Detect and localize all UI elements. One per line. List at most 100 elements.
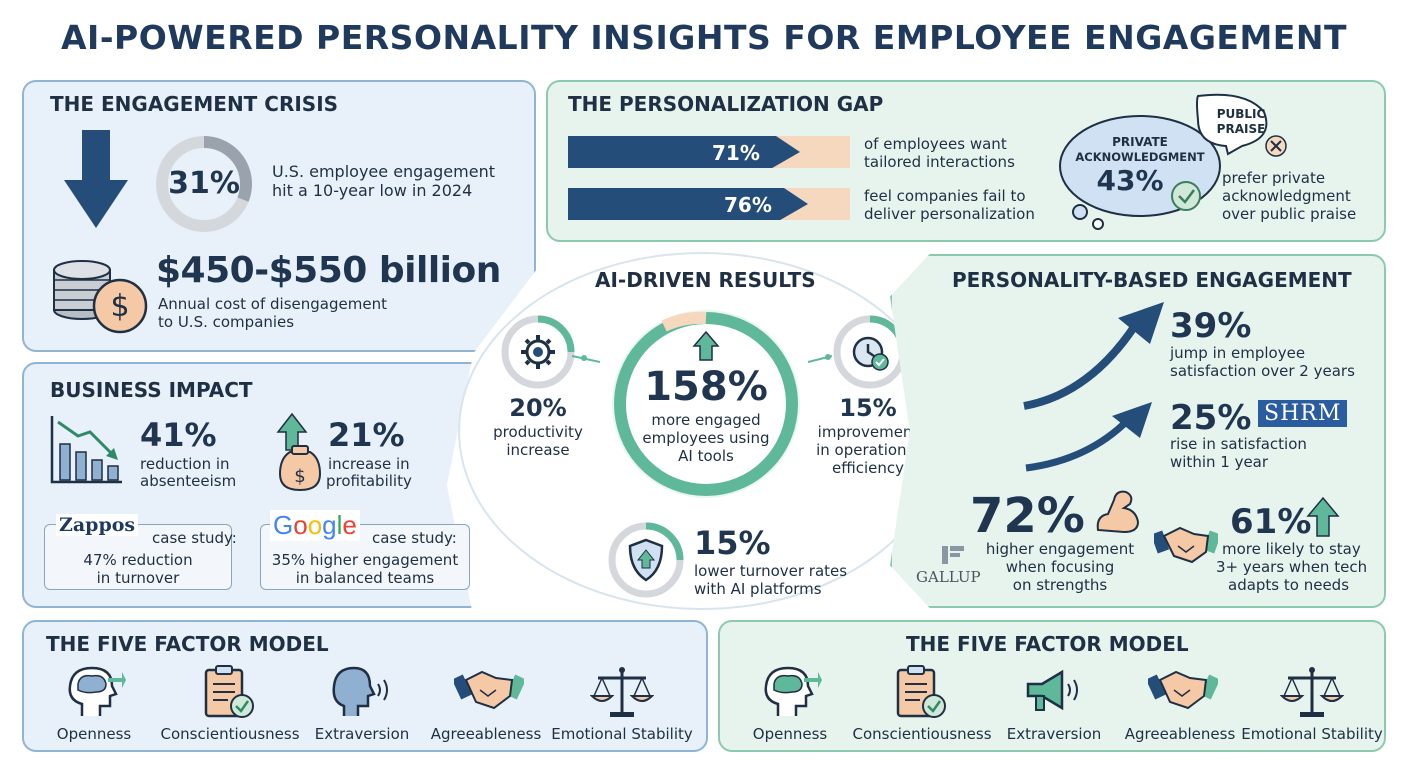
bar-2-text-1: feel companies fail to	[864, 187, 1026, 205]
factor-label-emotional-stability: Emotional Stability	[551, 725, 693, 743]
factor-label-conscientiousness: Conscientiousness	[852, 725, 992, 743]
balance-scale-icon	[1279, 664, 1345, 724]
factor-label-conscientiousness: Conscientiousness	[160, 725, 300, 743]
retention-value: 61%	[1230, 502, 1312, 542]
google-text-1: 35% higher engagement	[271, 551, 459, 569]
up-arrow-icon	[1306, 496, 1340, 537]
bubble-text-1: prefer private	[1222, 169, 1326, 187]
results-center-value: 158%	[644, 364, 768, 410]
bar-2-text-2: deliver personalization	[864, 205, 1035, 223]
five-factor-heading-right: THE FIVE FACTOR MODEL	[906, 632, 1189, 656]
efficiency-value: 15%	[839, 394, 897, 422]
results-center-text-2: employees using	[642, 429, 770, 447]
clock-check-icon	[808, 315, 907, 389]
factor-label-openness: Openness	[752, 725, 828, 743]
private-label-1: PRIVATE	[1112, 135, 1168, 149]
handshake-icon	[1145, 664, 1221, 718]
shrm-logo: SHRM	[1258, 400, 1348, 427]
cost-text-2: to U.S. companies	[158, 313, 295, 331]
handshake-icon	[1154, 526, 1218, 564]
productivity-text-2: increase	[506, 441, 570, 459]
efficiency-text-2: in operational	[816, 441, 920, 459]
engagement-crisis-heading: THE ENGAGEMENT CRISIS	[50, 92, 339, 116]
public-label-1: PUBLIC	[1216, 107, 1266, 121]
satisfaction-1yr-value: 25%	[1170, 398, 1252, 438]
results-center-text-3: AI tools	[678, 447, 734, 465]
google-logo: Google	[270, 510, 360, 541]
results-heading: AI-DRIVEN RESULTS	[595, 268, 816, 292]
coins-dollar-icon: $	[53, 260, 148, 334]
personality-engagement-heading: PERSONALITY-BASED ENGAGEMENT	[952, 268, 1352, 292]
gallup-logo: GALLUP	[916, 568, 981, 586]
satisfaction-2yr-text-1: jump in employee	[1170, 344, 1306, 362]
disengagement-cost: $450-$550 billion	[156, 250, 501, 291]
satisfaction-1yr-text-1: rise in satisfaction	[1170, 435, 1307, 453]
absenteeism-text-2: absenteeism	[140, 472, 237, 490]
bar-1-value: 71%	[712, 141, 760, 165]
strengths-text-1: higher engagement	[985, 540, 1135, 558]
satisfaction-2yr-value: 39%	[1170, 306, 1252, 346]
factor-label-extraversion: Extraversion	[1006, 725, 1102, 743]
zappos-label: case study:	[152, 529, 237, 547]
bar-2-value: 76%	[724, 193, 772, 217]
flexed-arm-icon	[1096, 490, 1140, 534]
business-impact-heading: BUSINESS IMPACT	[50, 378, 253, 402]
public-label-2: PRAISE	[1216, 122, 1266, 136]
efficiency-text-3: efficiency	[831, 459, 904, 477]
satisfaction-2yr-text-2: satisfaction over 2 years	[1170, 362, 1355, 380]
retention-text-3: adapts to needs	[1228, 576, 1350, 594]
retention-text-2: 3+ years when tech	[1216, 558, 1368, 576]
personalization-gap-heading: THE PERSONALIZATION GAP	[568, 92, 884, 116]
bar-2	[568, 188, 808, 220]
handshake-icon	[451, 664, 527, 718]
factor-label-emotional-stability: Emotional Stability	[1241, 725, 1383, 743]
google-label: case study:	[372, 529, 457, 547]
efficiency-text-1: improvement	[817, 423, 919, 441]
checklist-icon	[890, 664, 950, 724]
five-factor-heading-left: THE FIVE FACTOR MODEL	[46, 632, 329, 656]
results-center-text-1: more engaged	[651, 411, 761, 429]
zappos-text-1: 47% reduction	[83, 551, 193, 569]
speaking-head-icon	[330, 664, 394, 722]
productivity-text-1: productivity	[493, 423, 583, 441]
profitability-value: 21%	[328, 416, 405, 454]
factor-label-agreeableness: Agreeableness	[430, 725, 542, 743]
bar-1-text-2: tailored interactions	[864, 153, 1015, 171]
shield-icon	[608, 522, 684, 598]
gallup-mark-icon	[942, 546, 964, 564]
factor-label-openness: Openness	[56, 725, 132, 743]
megaphone-icon	[1022, 664, 1086, 722]
profitability-text-1: increase in	[328, 455, 410, 473]
turnover-text-2: with AI platforms	[694, 580, 822, 598]
cost-text-1: Annual cost of disengagement	[158, 295, 387, 313]
engagement-text-1: U.S. employee engagement	[272, 162, 495, 181]
strengths-value: 72%	[970, 488, 1085, 544]
turnover-text-1: lower turnover rates	[694, 562, 848, 580]
zappos-text-2: in turnover	[96, 569, 180, 587]
brain-head-icon	[62, 664, 126, 722]
bubble-text-2: acknowledgment	[1222, 187, 1351, 205]
balance-scale-icon	[589, 664, 655, 724]
turnover-value: 15%	[694, 524, 771, 562]
private-label-2: ACKNOWLEDGMENT	[1075, 150, 1205, 164]
satisfaction-1yr-text-2: within 1 year	[1170, 453, 1269, 471]
strengths-text-2: when focusing	[1005, 558, 1115, 576]
productivity-value: 20%	[509, 394, 567, 422]
bar-1	[568, 136, 800, 168]
strengths-text-3: on strengths	[1012, 576, 1108, 594]
checklist-icon	[198, 664, 258, 724]
brain-head-icon	[758, 664, 822, 722]
gear-icon	[501, 315, 600, 389]
retention-text-1: more likely to stay	[1222, 540, 1361, 558]
down-arrow-icon	[64, 130, 128, 228]
engagement-ring	[156, 136, 252, 232]
absenteeism-text-1: reduction in	[140, 455, 230, 473]
factor-label-agreeableness: Agreeableness	[1124, 725, 1236, 743]
factor-label-extraversion: Extraversion	[314, 725, 410, 743]
svg-text:$: $	[294, 466, 305, 487]
bar-1-text-1: of employees want	[864, 135, 1007, 153]
engagement-text-2: hit a 10-year low in 2024	[272, 181, 473, 200]
growth-arrows-icon	[1023, 302, 1164, 472]
private-value: 43%	[1096, 164, 1164, 197]
absenteeism-value: 41%	[140, 416, 217, 454]
